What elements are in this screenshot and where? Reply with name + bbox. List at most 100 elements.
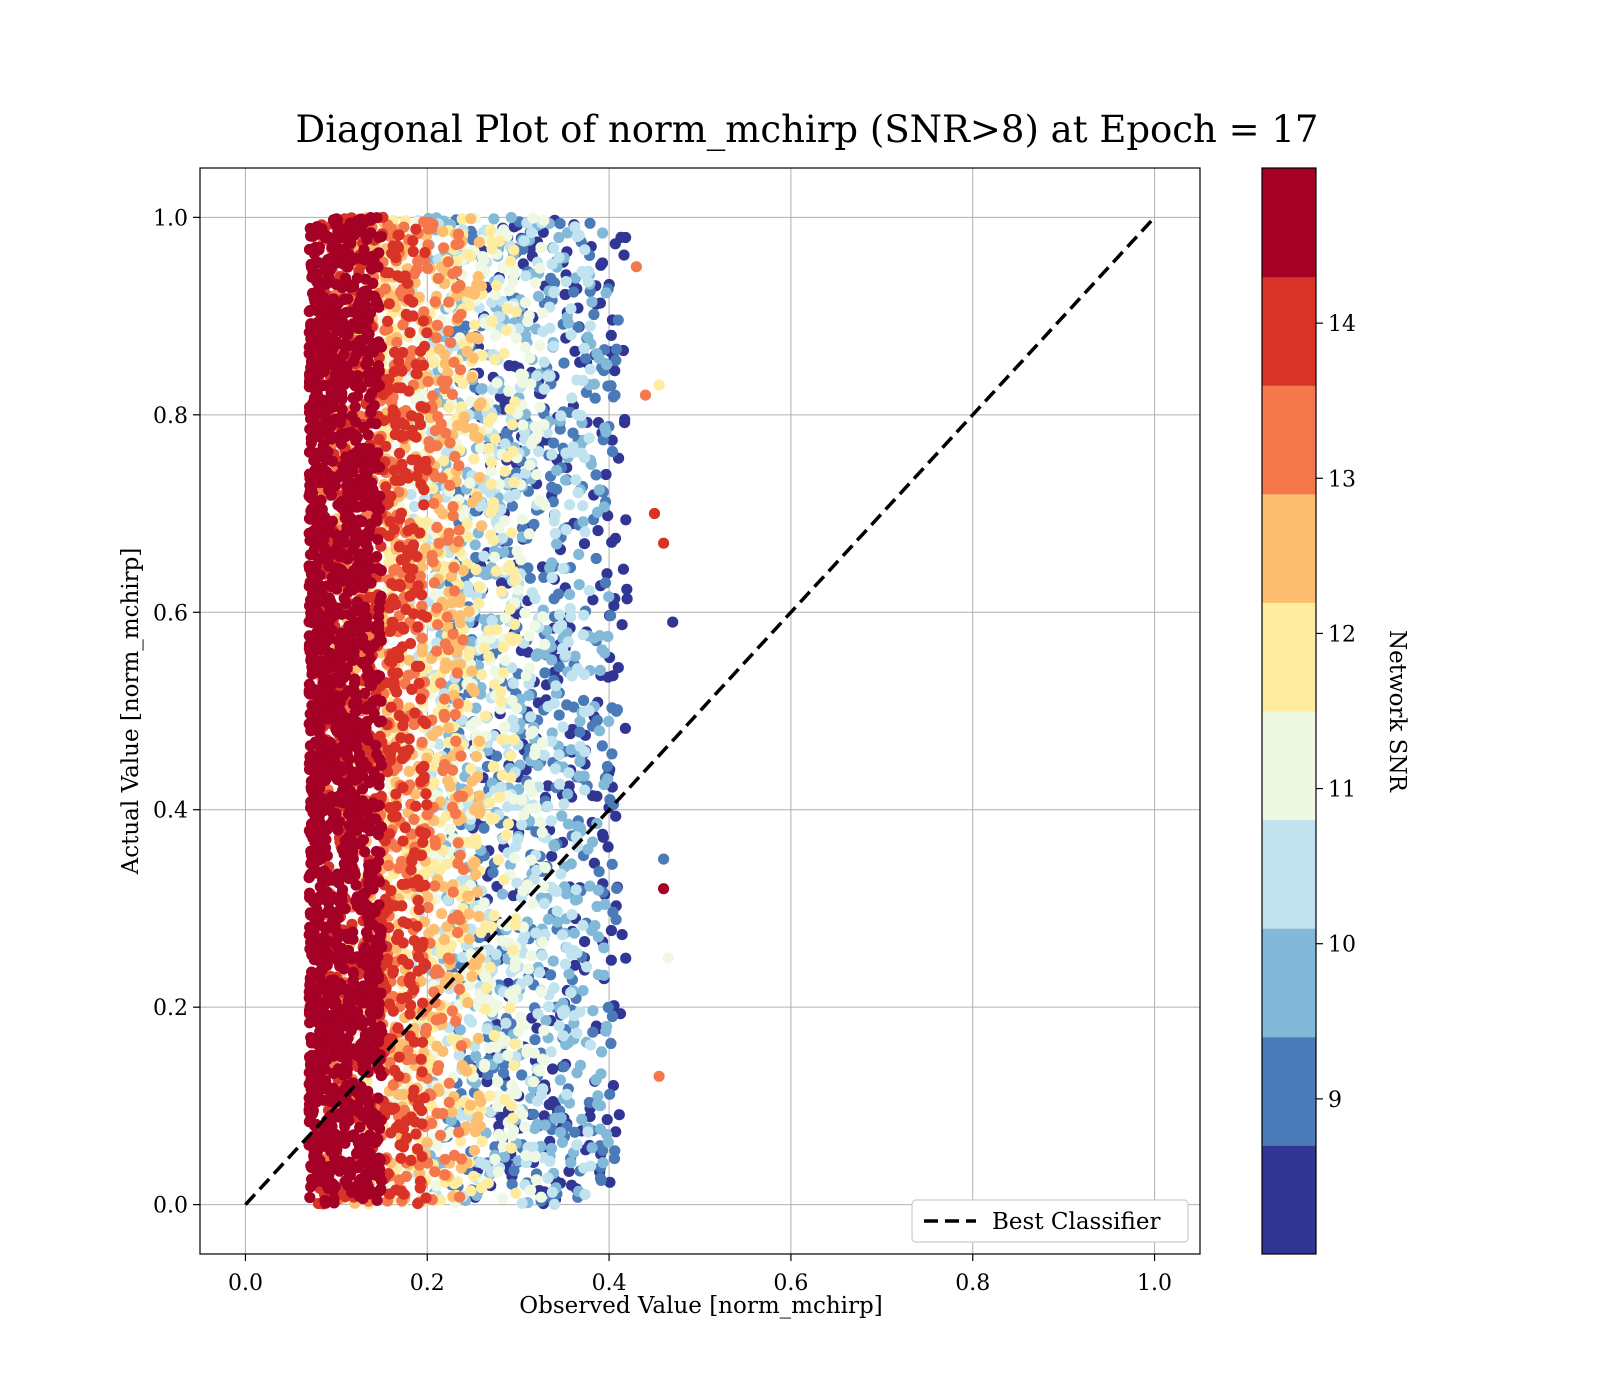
scatter-point	[462, 890, 474, 902]
scatter-point	[568, 927, 580, 939]
scatter-point	[516, 513, 528, 525]
scatter-point	[538, 1110, 550, 1122]
scatter-point	[397, 782, 409, 794]
scatter-point	[547, 1063, 559, 1075]
scatter-point	[470, 1050, 482, 1062]
scatter-point	[498, 874, 510, 886]
scatter-point	[407, 245, 419, 258]
scatter-point	[506, 419, 518, 431]
scatter-point	[584, 320, 596, 332]
scatter-point	[565, 987, 577, 999]
scatter-point	[525, 1184, 537, 1196]
scatter-point	[410, 800, 422, 812]
scatter-point	[550, 680, 562, 692]
scatter-point	[466, 775, 478, 787]
scatter-point	[436, 375, 448, 387]
scatter-point	[468, 288, 480, 300]
scatter-point	[578, 668, 591, 681]
scatter-point	[472, 1032, 484, 1044]
scatter-point	[400, 1170, 412, 1182]
scatter-point	[545, 1142, 558, 1155]
scatter-point	[492, 854, 505, 866]
scatter-point	[488, 1029, 500, 1042]
scatter-point	[429, 835, 441, 847]
scatter-point	[506, 635, 518, 647]
scatter-point	[444, 780, 457, 792]
scatter-point	[443, 296, 455, 308]
scatter-point	[561, 1088, 573, 1100]
scatter-point	[432, 619, 444, 631]
scatter-point	[546, 557, 558, 569]
scatter-point	[556, 810, 568, 822]
scatter-point	[407, 429, 419, 441]
scatter-point	[496, 1131, 508, 1143]
scatter-point	[587, 1026, 599, 1038]
scatter-point	[490, 948, 502, 960]
scatter-point	[613, 1109, 625, 1121]
scatter-point	[605, 329, 617, 341]
scatter-point	[590, 469, 602, 481]
scatter-point	[578, 1162, 590, 1174]
scatter-point	[384, 898, 396, 910]
scatter-point	[573, 548, 585, 561]
scatter-point	[396, 855, 408, 868]
scatter-point	[418, 484, 430, 496]
scatter-point	[583, 584, 596, 597]
scatter-point	[566, 670, 578, 682]
scatter-point	[502, 818, 514, 830]
scatter-point	[534, 816, 547, 828]
scatter-point	[571, 947, 583, 959]
scatter-point	[402, 525, 414, 537]
scatter-point	[392, 1022, 404, 1034]
scatter-point	[420, 1022, 432, 1034]
scatter-point	[407, 542, 419, 554]
scatter-point	[484, 507, 496, 519]
scatter-point	[522, 646, 534, 658]
scatter-point	[412, 965, 424, 977]
scatter-point	[473, 910, 485, 923]
scatter-point	[388, 1102, 401, 1114]
scatter-point	[577, 516, 589, 528]
scatter-point	[529, 620, 541, 632]
scatter-point	[559, 958, 572, 970]
scatter-point	[431, 440, 443, 452]
scatter-point	[470, 551, 482, 564]
scatter-point	[574, 726, 586, 738]
scatter-point	[610, 1126, 622, 1138]
scatter-point	[415, 1104, 428, 1117]
scatter-point	[473, 790, 485, 802]
scatter-point	[583, 432, 595, 444]
scatter-point	[416, 632, 428, 644]
scatter-point	[545, 969, 557, 981]
scatter-point	[499, 720, 511, 733]
scatter-point	[439, 1169, 451, 1181]
scatter-point	[565, 329, 577, 341]
scatter-point	[441, 611, 453, 623]
scatter-point	[528, 1076, 540, 1088]
scatter-point	[566, 908, 578, 921]
scatter-point	[473, 236, 485, 248]
scatter-point	[612, 662, 624, 674]
scatter-point	[432, 411, 444, 423]
scatter-point	[590, 552, 602, 565]
scatter-point	[553, 251, 565, 264]
scatter-point	[536, 949, 549, 961]
scatter-point	[594, 297, 607, 309]
scatter-point	[449, 708, 461, 721]
scatter-point	[548, 340, 560, 352]
scatter-point	[384, 625, 396, 638]
scatter-point	[579, 784, 591, 796]
scatter-point	[534, 401, 546, 413]
scatter-point	[588, 308, 600, 321]
scatter-point	[435, 677, 447, 689]
scatter-point	[591, 348, 603, 360]
scatter-point	[516, 1197, 528, 1209]
scatter-point	[401, 918, 413, 930]
scatter-point	[461, 345, 473, 358]
scatter-point	[397, 1138, 409, 1150]
scatter-point	[394, 429, 406, 441]
scatter-point	[395, 417, 407, 429]
scatter-point	[619, 722, 632, 735]
scatter-point	[439, 662, 451, 675]
scatter-point	[536, 986, 548, 998]
